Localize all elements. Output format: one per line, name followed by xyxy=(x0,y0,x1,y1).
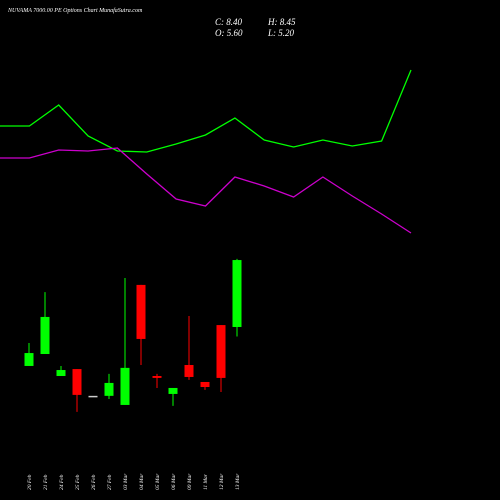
candle-body xyxy=(184,365,194,377)
x-tick-label: 24 Feb xyxy=(58,474,65,490)
candle-body xyxy=(168,387,178,394)
x-tick-label: 27 Feb xyxy=(107,474,113,490)
x-tick-label: 09 Mar xyxy=(187,473,193,490)
x-tick-label: 03 Mar xyxy=(123,473,129,490)
ohlc-open: O: 5.60 xyxy=(215,28,243,38)
ohlc-low: L: 5.20 xyxy=(267,28,295,38)
candle-body xyxy=(200,381,210,388)
x-tick-label: 13 Mar xyxy=(235,473,241,490)
x-tick-label: 11 Mar xyxy=(203,473,209,490)
x-tick-label: 12 Mar xyxy=(219,473,225,490)
x-tick-label: 05 Mar xyxy=(155,473,161,490)
candle-body xyxy=(136,284,146,339)
x-tick-label: 26 Feb xyxy=(91,474,97,490)
candle-body xyxy=(232,260,242,327)
candle-body xyxy=(104,382,114,396)
indicator-line xyxy=(0,147,412,234)
candle-body xyxy=(40,316,50,355)
indicator-line xyxy=(0,69,412,153)
candle-body xyxy=(120,367,130,405)
candle-body xyxy=(56,370,66,377)
candle-body xyxy=(72,369,82,395)
x-tick-label: 21 Feb xyxy=(43,474,49,490)
ohlc-high: H: 8.45 xyxy=(267,17,296,27)
ohlc-close: C: 8.40 xyxy=(215,17,243,27)
x-tick-label: 04 Mar xyxy=(138,473,145,490)
candle-body xyxy=(24,353,34,366)
candle-body xyxy=(152,376,162,378)
x-tick-label: 20 Feb xyxy=(27,474,33,490)
candle-body xyxy=(216,325,226,378)
x-tick-label: 25 Feb xyxy=(75,474,81,490)
chart-title: NUVAMA 7000.00 PE Options Chart MunafaSu… xyxy=(7,7,143,14)
candle-body xyxy=(88,395,98,398)
x-tick-label: 06 Mar xyxy=(171,473,177,490)
